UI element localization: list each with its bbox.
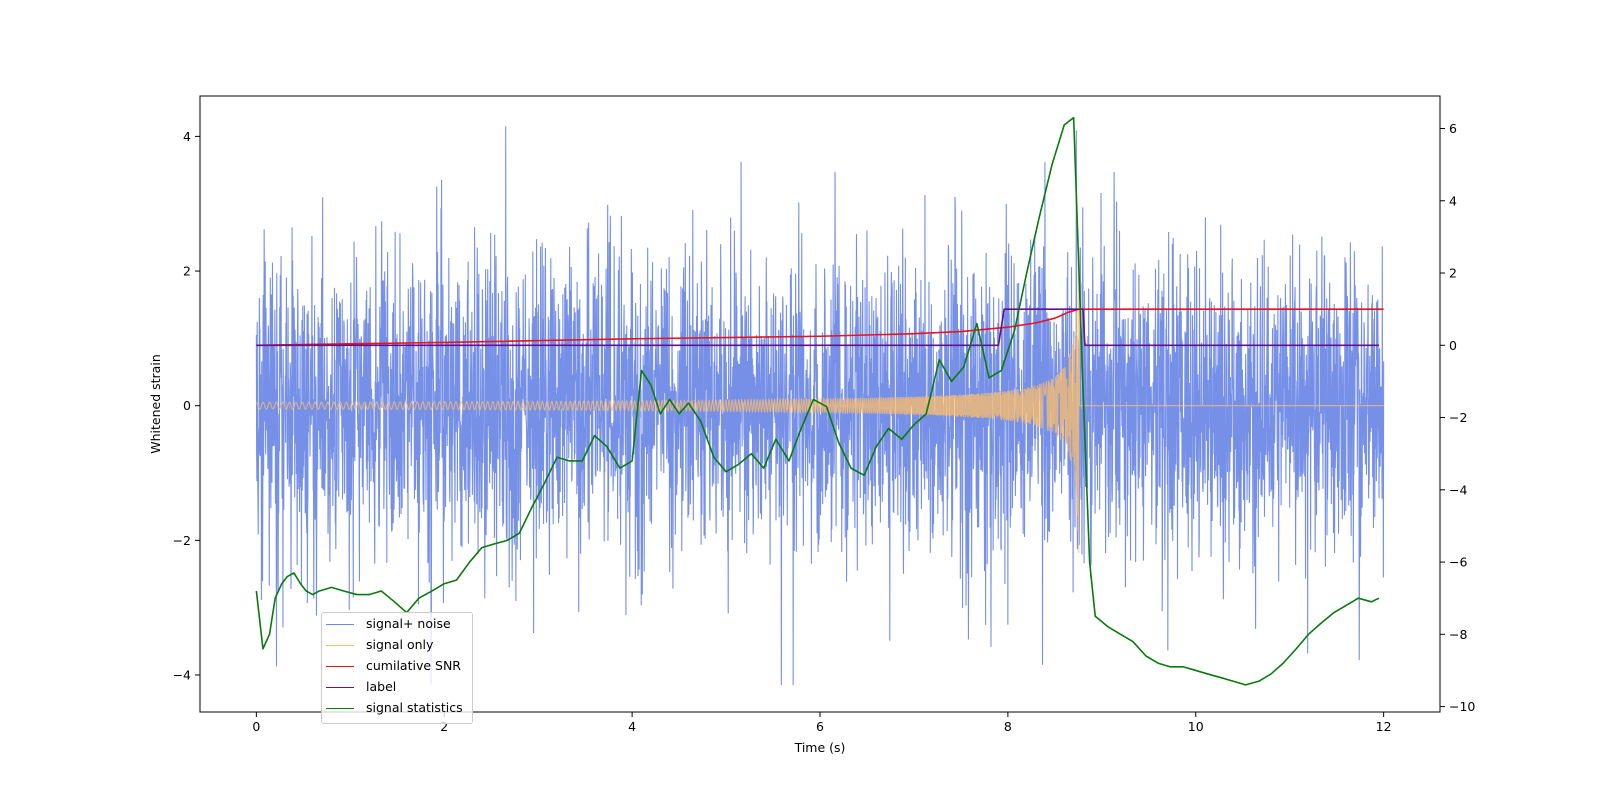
y-axis-left: −4 −2 0 2 4 bbox=[173, 129, 200, 682]
legend-label-signal-only: signal only bbox=[366, 637, 434, 652]
y-tick-label: −2 bbox=[173, 533, 191, 548]
y-tick-label: 2 bbox=[183, 264, 191, 279]
x-tick-label: 0 bbox=[252, 719, 260, 734]
y2-tick-label: −8 bbox=[1449, 627, 1467, 642]
legend-item-signal-statistics: signal statistics bbox=[322, 699, 472, 719]
y2-tick-label: 2 bbox=[1449, 266, 1457, 281]
x-tick-label: 2 bbox=[440, 719, 448, 734]
y-axis-label: Whitened strain bbox=[148, 354, 163, 453]
legend-item-cumulative-snr: cumilative SNR bbox=[322, 657, 472, 677]
legend-label-label: label bbox=[366, 679, 397, 694]
x-tick-label: 12 bbox=[1376, 719, 1392, 734]
legend-item-signal-only: signal only bbox=[322, 636, 472, 656]
y2-tick-label: 4 bbox=[1449, 193, 1457, 208]
y-tick-label: 4 bbox=[183, 129, 191, 144]
y2-tick-label: −6 bbox=[1449, 555, 1467, 570]
series-layer bbox=[255, 116, 1385, 686]
series-signal-statistics bbox=[255, 116, 1380, 686]
series-signal-only bbox=[256, 247, 1384, 553]
y2-tick-label: −10 bbox=[1449, 699, 1475, 714]
legend-swatch-label bbox=[326, 687, 354, 688]
legend-swatch-signal-only bbox=[326, 645, 354, 646]
y2-tick-label: −4 bbox=[1449, 482, 1467, 497]
y2-tick-label: 6 bbox=[1449, 121, 1457, 136]
y-tick-label: 0 bbox=[183, 398, 191, 413]
legend-item-label: label bbox=[322, 678, 472, 698]
y2-tick-label: 0 bbox=[1449, 338, 1457, 353]
series-signal-noise bbox=[255, 126, 1385, 686]
y2-tick-label: −2 bbox=[1449, 410, 1467, 425]
y-axis-right: −10 −8 −6 −4 −2 0 2 4 6 bbox=[1440, 121, 1475, 714]
y-tick-label: −4 bbox=[173, 667, 191, 682]
legend-swatch-signal-statistics bbox=[326, 708, 354, 709]
series-label bbox=[256, 308, 1379, 347]
legend-label-cumulative-snr: cumilative SNR bbox=[366, 658, 461, 673]
legend-swatch-cumulative-snr bbox=[326, 666, 354, 667]
x-tick-label: 8 bbox=[1004, 719, 1012, 734]
x-tick-label: 6 bbox=[816, 719, 824, 734]
legend-label-signal-noise: signal+ noise bbox=[366, 616, 451, 631]
x-axis-label: Time (s) bbox=[794, 740, 846, 755]
legend-item-signal-noise: signal+ noise bbox=[322, 615, 472, 635]
x-tick-label: 10 bbox=[1188, 719, 1204, 734]
legend-swatch-signal-noise bbox=[326, 624, 354, 625]
legend: signal+ noise signal only cumilative SNR… bbox=[321, 612, 473, 724]
legend-label-signal-statistics: signal statistics bbox=[366, 700, 463, 715]
x-tick-label: 4 bbox=[628, 719, 636, 734]
